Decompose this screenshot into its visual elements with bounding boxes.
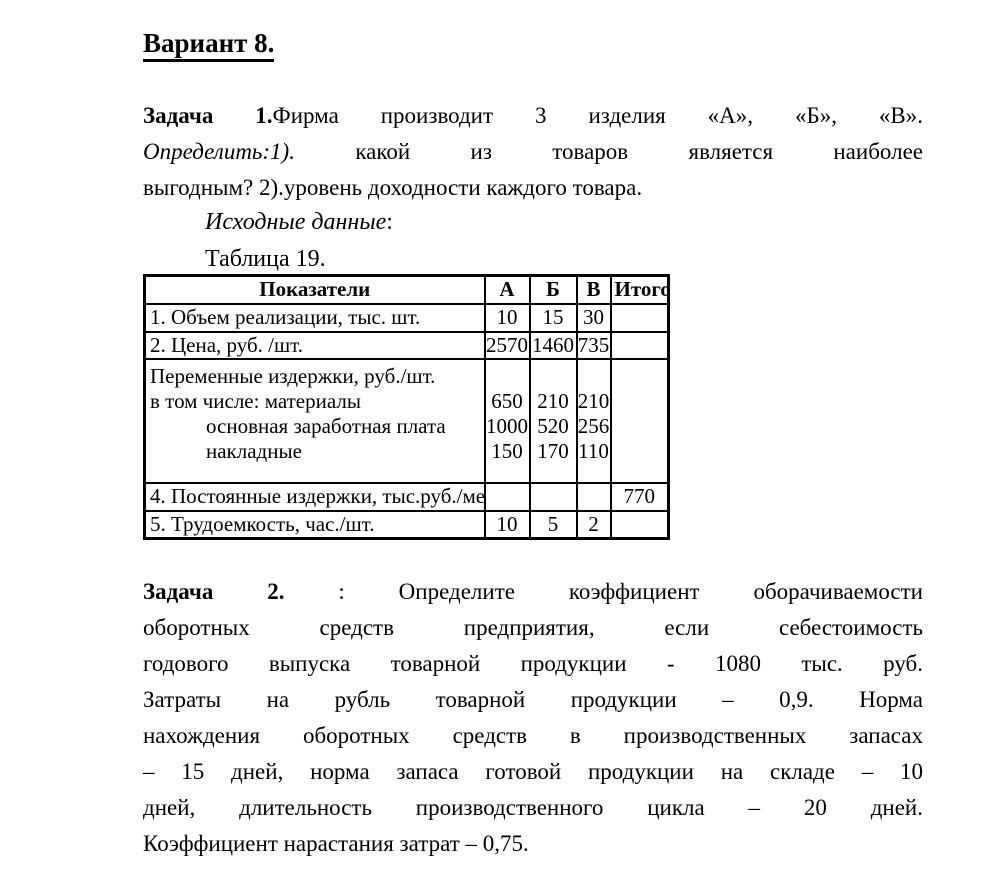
row4-label: 4. Постоянные издержки, тыс.руб./мес. [143, 481, 486, 512]
table-header-b: Б [528, 274, 578, 305]
task2-line4: Затраты на рубль товарной продукции – 0,… [143, 687, 923, 712]
table-header-indicators: Показатели [143, 274, 486, 305]
table-header-total: Итого [609, 274, 670, 305]
initial-data-caption-colon: : [386, 209, 393, 235]
task2-line5: нахождения оборотных средств в производс… [143, 723, 923, 748]
table-header-row: Показатели А Б В Итого [143, 274, 670, 305]
row3-label-line4: накладные [206, 438, 302, 463]
row3-v-line1 [579, 364, 609, 389]
row3-label: Переменные издержки, руб./шт. в том числ… [143, 357, 486, 484]
row3-b: 210 520 170 [528, 357, 578, 484]
initial-data-caption-text: Исходные данные [205, 209, 387, 235]
row5-a: 10 [483, 509, 531, 539]
row2-a: 2570 [483, 330, 531, 360]
task1-line1: Задача 1.Фирма производит 3 изделия «А»,… [143, 98, 923, 134]
row3-b-line4: 170 [537, 438, 569, 463]
row3-label-line2: в том числе: материалы [150, 388, 361, 413]
row5-v: 2 [575, 509, 612, 539]
row2-v: 735 [575, 330, 612, 360]
task1-line3: выгодным? 2).уровень доходности каждого … [143, 170, 923, 206]
row1-b: 15 [528, 302, 578, 333]
task2-line6: – 15 дней, норма запаса готовой продукци… [143, 759, 923, 784]
row1-v: 30 [575, 302, 612, 333]
row3-v-line3: 256 [577, 413, 610, 438]
table-caption: Таблица 19. [205, 246, 326, 272]
row3-label-line3: основная заработная плата [206, 413, 446, 438]
row3-total [609, 357, 670, 484]
row3-a-line4: 150 [491, 438, 523, 463]
row2-total [609, 330, 670, 360]
row5-b: 5 [528, 509, 578, 539]
task1-line1-text: Фирма производит 3 изделия «А», «Б», «В»… [272, 103, 923, 128]
page-title-text: Вариант 8. [143, 28, 275, 62]
table-row-price: 2. Цена, руб. /шт. 2570 1460 735 [143, 330, 670, 360]
task2-line8: Коэффициент нарастания затрат – 0,75. [143, 831, 529, 856]
row4-b [528, 481, 578, 512]
row3-a-line1 [487, 364, 528, 389]
task2-label: Задача 2. [143, 579, 285, 604]
row3-a: 650 1000 150 [483, 357, 531, 484]
page-title: Вариант 8. [143, 28, 275, 62]
task1-line2-text: какой из товаров является наиболее [294, 139, 923, 164]
row3-b-line1 [532, 364, 575, 389]
table-row-labor-intensity: 5. Трудоемкость, час./шт. 10 5 2 [143, 509, 670, 539]
table-row-sales-volume: 1. Объем реализации, тыс. шт. 10 15 30 [143, 302, 670, 333]
task1-paragraph: Задача 1.Фирма производит 3 изделия «А»,… [143, 98, 923, 206]
task2-line7: дней, длительность производственного цик… [143, 795, 923, 820]
row3-b-line2: 210 [537, 388, 569, 413]
table-header-v: В [575, 274, 612, 305]
row4-v [575, 481, 612, 512]
row3-b-line3: 520 [537, 413, 569, 438]
table-header-a: А [483, 274, 531, 305]
row4-total: 770 [609, 481, 670, 512]
row2-b: 1460 [528, 330, 578, 360]
row5-total [609, 509, 670, 539]
task2-line1: Задача 2. : Определите коэффициент обора… [143, 574, 923, 610]
task1-label: Задача 1. [143, 103, 273, 128]
task1-line3-text: выгодным? 2).уровень доходности каждого … [143, 175, 643, 200]
task2-paragraph: Задача 2. : Определите коэффициент обора… [143, 574, 923, 862]
row2-label: 2. Цена, руб. /шт. [143, 330, 486, 360]
row3-label-line1: Переменные издержки, руб./шт. [150, 363, 436, 388]
row3-v-line2: 210 [577, 388, 610, 413]
data-table: Показатели А Б В Итого 1. Объем реализац… [143, 274, 670, 540]
row3-a-line2: 650 [491, 388, 523, 413]
task1-determine-italic: Определить:1). [143, 139, 295, 164]
table-row-fixed-costs: 4. Постоянные издержки, тыс.руб./мес. 77… [143, 481, 670, 512]
row1-a: 10 [483, 302, 531, 333]
row1-label: 1. Объем реализации, тыс. шт. [143, 302, 486, 333]
task2-line2: оборотных средств предприятия, если себе… [143, 615, 923, 640]
task2-line1-text: : Определите коэффициент оборачиваемости [284, 579, 923, 604]
row5-label: 5. Трудоемкость, час./шт. [143, 509, 486, 539]
initial-data-caption: Исходные данные: [205, 207, 393, 237]
row1-total [609, 302, 670, 333]
table-row-variable-costs: Переменные издержки, руб./шт. в том числ… [143, 357, 670, 484]
row3-a-line3: 1000 [486, 413, 528, 438]
row3-v: 210 256 110 [575, 357, 612, 484]
row3-v-line4: 110 [578, 438, 609, 463]
task2-line3: годового выпуска товарной продукции - 10… [143, 651, 923, 676]
row4-a [483, 481, 531, 512]
task1-line2: Определить:1). какой из товаров является… [143, 134, 923, 170]
